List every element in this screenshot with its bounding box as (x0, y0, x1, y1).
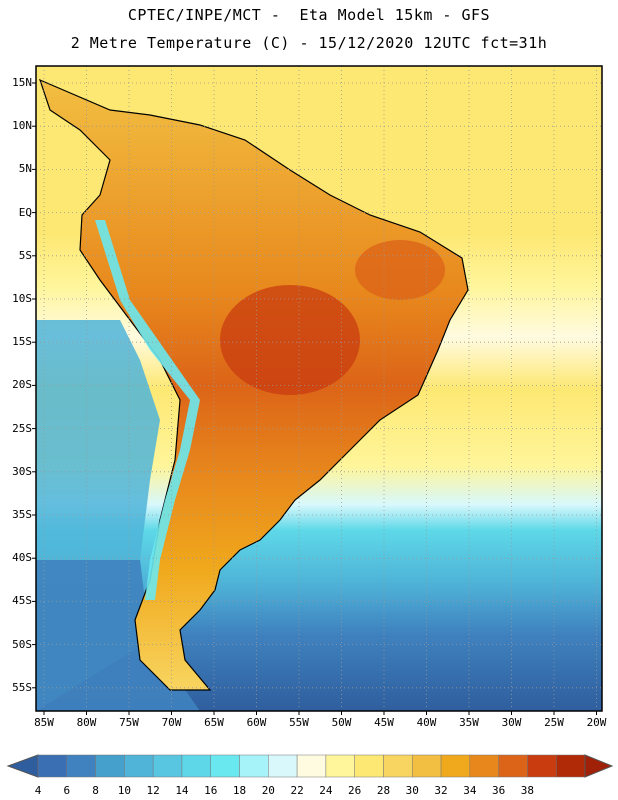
lat-label: 5S (18, 248, 32, 262)
lon-label: 85W (34, 716, 54, 729)
colorbar-segment (210, 754, 240, 778)
colorbar-label: 4 (34, 784, 42, 797)
colorbar-arrow-high (584, 754, 614, 778)
andes-cold-strip (95, 220, 200, 600)
lat-label: 10S (12, 292, 32, 305)
lon-label: 30W (501, 716, 522, 729)
lon-label: 50W (331, 716, 352, 729)
heat-core-northeast (355, 240, 445, 300)
lat-label: 40S (12, 551, 32, 565)
lat-label: 55S (12, 680, 32, 694)
colorbar-segment (383, 754, 413, 778)
colorbar-segment (527, 754, 557, 778)
colorbar-segment (152, 754, 183, 778)
colorbar-label: 20 (261, 784, 275, 797)
colorbar-label: 22 (290, 784, 304, 797)
colorbar-label: 36 (492, 784, 506, 797)
colorbar-segment (440, 754, 471, 778)
lat-label: 10N (12, 119, 32, 133)
lat-label: 20S (12, 378, 32, 392)
lat-label: 15S (12, 335, 32, 349)
lon-label: 25W (544, 716, 564, 729)
lon-label: 60W (246, 716, 267, 729)
colorbar-label: 18 (232, 784, 247, 797)
colorbar-segment (66, 754, 96, 778)
colorbar-segment (498, 754, 528, 778)
lat-label: 15N (12, 76, 32, 89)
lat-label: 30S (12, 464, 32, 478)
colorbar-label: 24 (319, 784, 333, 797)
colorbar-arrow-low (6, 754, 39, 778)
map-frame (35, 65, 603, 712)
colorbar-label: 16 (204, 784, 218, 797)
colorbar-label: 10 (117, 784, 131, 797)
colorbar-segment (268, 754, 298, 778)
colorbar-segment (325, 754, 355, 778)
lon-label: 75W (119, 716, 139, 729)
colorbar-label: 28 (376, 784, 391, 797)
colorbar-segment (124, 754, 154, 778)
colorbar-segment (354, 754, 384, 778)
colorbar-segment (37, 754, 68, 778)
lon-label: 45W (374, 716, 394, 729)
colorbar-label: 12 (146, 784, 160, 797)
colorbar-label: 8 (92, 784, 99, 797)
colorbar-segment (239, 754, 269, 778)
colorbar-segment (95, 754, 125, 778)
chart-title-line-1: CPTEC/INPE/MCT - Eta Model 15km - GFS (127, 6, 491, 24)
lat-label: 5N (18, 162, 32, 176)
colorbar-label: 14 (175, 784, 189, 797)
lat-label: 45S (12, 594, 32, 608)
colorbar (6, 754, 614, 778)
colorbar-segment (296, 754, 327, 778)
colorbar-label: 32 (434, 784, 448, 797)
colorbar-segment (469, 754, 499, 778)
heat-core (220, 285, 360, 395)
colorbar-label: 30 (405, 784, 419, 797)
lon-label: 70W (161, 716, 182, 729)
chart-title-line-2: 2 Metre Temperature (C) - 15/12/2020 12U… (70, 34, 548, 52)
lon-label: 55W (289, 716, 309, 729)
lat-label: EQ (18, 205, 32, 219)
colorbar-segment (555, 754, 586, 778)
colorbar-label: 26 (348, 784, 362, 797)
lat-label: 35S (12, 508, 32, 521)
colorbar-label: 38 (520, 784, 535, 797)
lon-label: 40W (416, 716, 437, 729)
lat-label: 50S (12, 637, 32, 651)
colorbar-segment (412, 754, 442, 778)
colorbar-segment (181, 754, 211, 778)
lon-label: 80W (76, 716, 97, 729)
lon-label: 65W (204, 716, 224, 729)
lon-label: 35W (459, 716, 479, 729)
lat-label: 25S (12, 421, 32, 435)
colorbar-label: 34 (463, 784, 477, 797)
lon-label: 20W (586, 716, 607, 729)
colorbar-label: 6 (63, 784, 71, 797)
